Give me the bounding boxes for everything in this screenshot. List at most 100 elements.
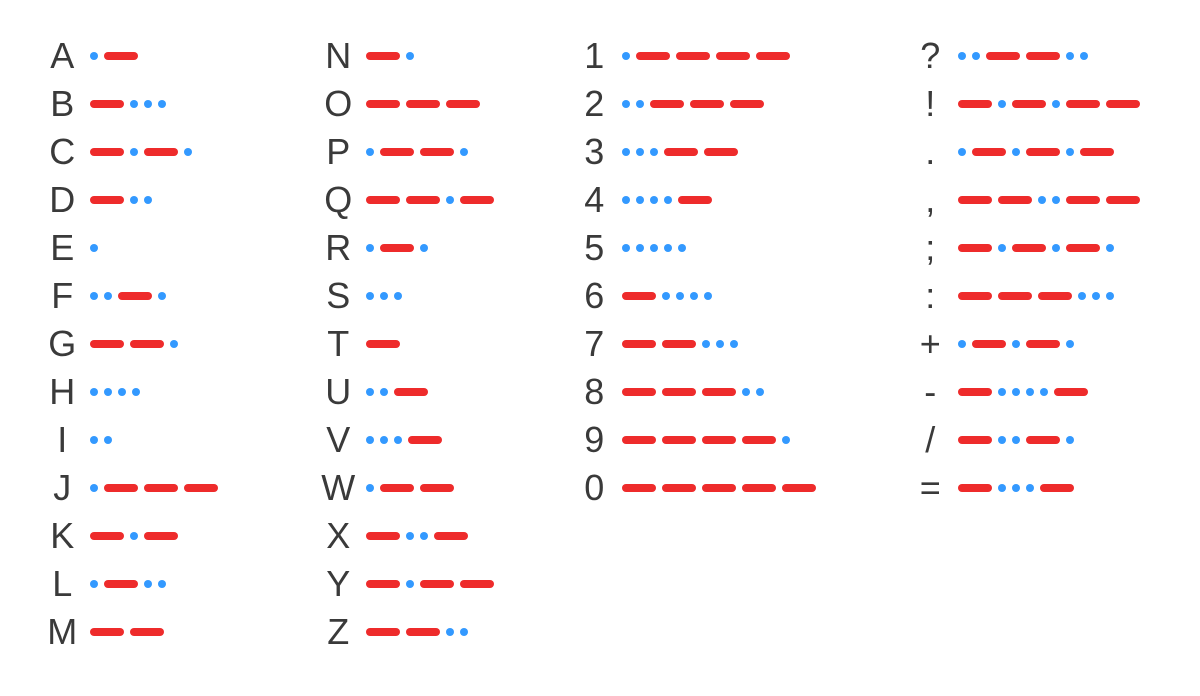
morse-code <box>366 52 420 60</box>
dot-icon <box>622 148 630 156</box>
morse-code <box>958 484 1080 492</box>
dot-icon <box>1066 436 1074 444</box>
morse-char: I <box>44 422 80 458</box>
dot-icon <box>144 100 152 108</box>
dot-icon <box>1012 436 1020 444</box>
morse-char: = <box>912 470 948 506</box>
dot-icon <box>998 100 1006 108</box>
morse-row: V <box>320 416 500 464</box>
dot-icon <box>158 292 166 300</box>
dot-icon <box>998 436 1006 444</box>
dash-icon <box>958 436 992 444</box>
morse-char: D <box>44 182 80 218</box>
dot-icon <box>702 340 710 348</box>
dash-icon <box>366 532 400 540</box>
dash-icon <box>434 532 468 540</box>
morse-row: K <box>44 512 224 560</box>
dot-icon <box>678 244 686 252</box>
dot-icon <box>104 436 112 444</box>
dash-icon <box>1026 340 1060 348</box>
dot-icon <box>130 196 138 204</box>
dot-icon <box>1066 148 1074 156</box>
morse-row: C <box>44 128 224 176</box>
morse-row: 1 <box>576 32 822 80</box>
dot-icon <box>406 580 414 588</box>
morse-char: 2 <box>576 86 612 122</box>
dash-icon <box>104 484 138 492</box>
morse-code <box>622 52 796 60</box>
morse-code <box>90 484 224 492</box>
dot-icon <box>1066 52 1074 60</box>
dot-icon <box>446 196 454 204</box>
morse-row: T <box>320 320 500 368</box>
dot-icon <box>742 388 750 396</box>
morse-char: B <box>44 86 80 122</box>
morse-row: A <box>44 32 224 80</box>
morse-row: J <box>44 464 224 512</box>
morse-code <box>90 580 172 588</box>
dot-icon <box>622 196 630 204</box>
morse-row: - <box>912 368 1146 416</box>
dash-icon <box>144 484 178 492</box>
dash-icon <box>972 148 1006 156</box>
dot-icon <box>650 196 658 204</box>
dash-icon <box>90 148 124 156</box>
morse-code <box>958 292 1120 300</box>
dash-icon <box>958 196 992 204</box>
dash-icon <box>958 484 992 492</box>
dash-icon <box>716 52 750 60</box>
morse-char: ; <box>912 230 948 266</box>
dash-icon <box>1106 100 1140 108</box>
morse-row: 4 <box>576 176 822 224</box>
morse-code <box>622 196 718 204</box>
dot-icon <box>636 148 644 156</box>
dash-icon <box>394 388 428 396</box>
morse-code <box>366 196 500 204</box>
dot-icon <box>998 484 1006 492</box>
dash-icon <box>1066 244 1100 252</box>
dot-icon <box>1038 196 1046 204</box>
dot-icon <box>1012 148 1020 156</box>
dot-icon <box>958 340 966 348</box>
morse-code <box>90 292 172 300</box>
morse-code <box>90 388 146 396</box>
dash-icon <box>782 484 816 492</box>
dash-icon <box>622 484 656 492</box>
dot-icon <box>958 148 966 156</box>
morse-row: ; <box>912 224 1146 272</box>
dot-icon <box>366 292 374 300</box>
dash-icon <box>460 580 494 588</box>
dash-icon <box>1026 52 1060 60</box>
dash-icon <box>380 484 414 492</box>
morse-char: Q <box>320 182 356 218</box>
dash-icon <box>366 196 400 204</box>
dot-icon <box>1026 388 1034 396</box>
morse-code <box>366 148 474 156</box>
morse-row: 3 <box>576 128 822 176</box>
morse-code <box>622 100 770 108</box>
dash-icon <box>420 580 454 588</box>
morse-row: 7 <box>576 320 822 368</box>
morse-char: - <box>912 374 948 410</box>
dash-icon <box>90 628 124 636</box>
morse-char: Y <box>320 566 356 602</box>
morse-row: L <box>44 560 224 608</box>
morse-row: P <box>320 128 500 176</box>
column-letters-n-z: NOPQRSTUVWXYZ <box>320 32 500 656</box>
dot-icon <box>144 580 152 588</box>
morse-char: 6 <box>576 278 612 314</box>
dash-icon <box>690 100 724 108</box>
dash-icon <box>1066 100 1100 108</box>
dot-icon <box>90 244 98 252</box>
morse-row: M <box>44 608 224 656</box>
dot-icon <box>636 244 644 252</box>
morse-code <box>622 436 796 444</box>
morse-code <box>90 100 172 108</box>
morse-code <box>90 52 144 60</box>
dash-icon <box>958 292 992 300</box>
dot-icon <box>716 340 724 348</box>
morse-char: 1 <box>576 38 612 74</box>
dot-icon <box>130 148 138 156</box>
morse-char: P <box>320 134 356 170</box>
dash-icon <box>1054 388 1088 396</box>
